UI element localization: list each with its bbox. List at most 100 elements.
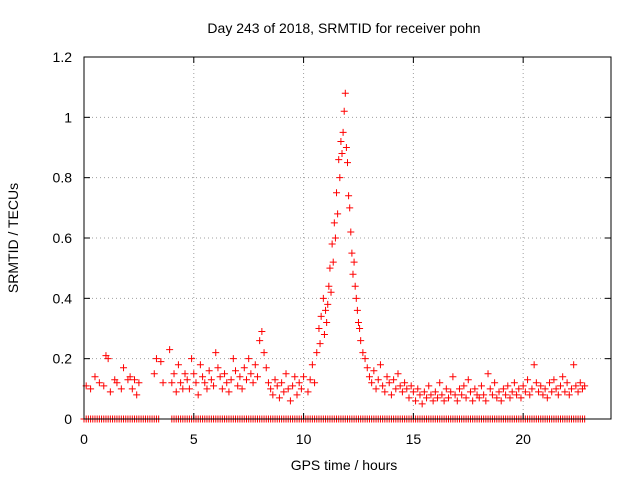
y-tick-label: 0 bbox=[64, 411, 72, 427]
data-point bbox=[232, 367, 240, 375]
data-point bbox=[398, 388, 406, 396]
data-point bbox=[229, 355, 237, 363]
data-point bbox=[423, 394, 431, 402]
data-point bbox=[429, 397, 437, 405]
x-tick-label: 0 bbox=[80, 431, 88, 447]
data-point bbox=[262, 364, 270, 372]
data-point bbox=[87, 385, 95, 393]
data-point bbox=[570, 361, 578, 369]
data-point bbox=[453, 397, 461, 405]
data-point bbox=[260, 349, 268, 357]
x-axis-label: GPS time / hours bbox=[291, 457, 398, 473]
data-point bbox=[205, 367, 213, 375]
data-point bbox=[341, 89, 349, 97]
data-point bbox=[574, 388, 582, 396]
x-tick-label: 15 bbox=[406, 431, 422, 447]
data-point bbox=[405, 394, 413, 402]
data-point bbox=[488, 391, 496, 399]
data-point bbox=[106, 388, 114, 396]
data-point bbox=[546, 379, 554, 387]
y-tick-label: 0.2 bbox=[53, 351, 73, 367]
data-point bbox=[286, 397, 294, 405]
data-point bbox=[347, 228, 355, 236]
data-point bbox=[447, 388, 455, 396]
data-point bbox=[387, 391, 395, 399]
data-point bbox=[317, 312, 325, 320]
data-point bbox=[247, 370, 255, 378]
data-point bbox=[340, 107, 348, 115]
data-point bbox=[304, 388, 312, 396]
data-point bbox=[572, 382, 580, 390]
data-point bbox=[323, 318, 331, 326]
data-point bbox=[370, 367, 378, 375]
data-point bbox=[416, 391, 424, 399]
data-point bbox=[95, 379, 103, 387]
data-point bbox=[504, 382, 512, 390]
data-point bbox=[337, 137, 345, 145]
data-point bbox=[576, 379, 584, 387]
data-point bbox=[351, 282, 359, 290]
data-point bbox=[537, 382, 545, 390]
data-point bbox=[316, 340, 324, 348]
y-tick-label: 1.2 bbox=[53, 49, 73, 65]
data-point bbox=[179, 385, 187, 393]
data-points bbox=[80, 89, 589, 423]
data-point bbox=[420, 388, 428, 396]
data-point bbox=[269, 391, 277, 399]
data-point bbox=[284, 385, 292, 393]
data-point bbox=[223, 379, 231, 387]
data-point bbox=[412, 397, 420, 405]
data-point bbox=[475, 394, 483, 402]
data-point bbox=[326, 264, 334, 272]
data-point bbox=[409, 388, 417, 396]
data-point bbox=[499, 385, 507, 393]
data-point bbox=[436, 379, 444, 387]
data-point bbox=[357, 337, 365, 345]
data-point bbox=[330, 219, 338, 227]
data-point bbox=[379, 382, 387, 390]
data-point bbox=[210, 382, 218, 390]
data-point bbox=[469, 397, 477, 405]
data-point bbox=[251, 361, 259, 369]
data-point bbox=[185, 385, 193, 393]
data-point bbox=[390, 376, 398, 384]
data-point bbox=[567, 385, 575, 393]
data-point bbox=[348, 249, 356, 257]
y-tick-label: 0.6 bbox=[53, 230, 73, 246]
data-point bbox=[403, 385, 411, 393]
data-point bbox=[327, 288, 335, 296]
x-tick-label: 10 bbox=[296, 431, 312, 447]
data-point bbox=[120, 364, 128, 372]
data-point bbox=[524, 376, 532, 384]
data-point bbox=[418, 400, 426, 408]
data-point bbox=[308, 361, 316, 369]
data-point bbox=[381, 388, 389, 396]
data-point bbox=[438, 391, 446, 399]
data-point bbox=[519, 382, 527, 390]
data-point bbox=[159, 379, 167, 387]
data-point bbox=[172, 388, 180, 396]
data-point bbox=[486, 385, 494, 393]
data-point bbox=[306, 376, 314, 384]
data-point bbox=[352, 294, 360, 302]
data-point bbox=[242, 376, 250, 384]
data-point bbox=[100, 382, 108, 390]
data-point bbox=[345, 192, 353, 200]
data-point bbox=[271, 376, 279, 384]
data-point bbox=[462, 394, 470, 402]
data-point bbox=[126, 373, 134, 381]
data-point bbox=[128, 385, 136, 393]
data-point bbox=[194, 391, 202, 399]
data-point bbox=[442, 385, 450, 393]
data-point bbox=[530, 361, 538, 369]
data-point bbox=[336, 174, 344, 182]
data-point bbox=[550, 376, 558, 384]
data-point bbox=[407, 382, 415, 390]
data-point bbox=[493, 394, 501, 402]
data-point bbox=[234, 382, 242, 390]
data-point bbox=[192, 379, 200, 387]
data-point bbox=[581, 382, 589, 390]
data-point bbox=[166, 346, 174, 354]
data-point bbox=[253, 373, 261, 381]
data-point bbox=[245, 355, 253, 363]
